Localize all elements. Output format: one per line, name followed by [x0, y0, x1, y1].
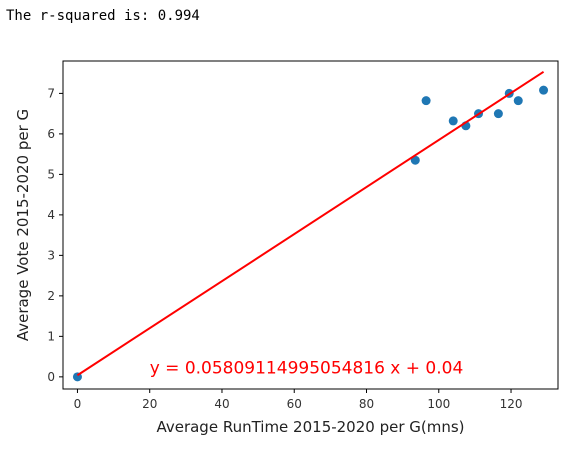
- rsquared-output: The r-squared is: 0.994: [6, 8, 200, 24]
- plot-frame: [62, 60, 559, 390]
- data-point: [410, 155, 420, 165]
- y-axis-label: Average Vote 2015-2020 per G: [14, 109, 32, 341]
- y-tick-label: 4: [47, 208, 55, 222]
- x-tick-label: 40: [214, 397, 229, 411]
- y-tick-label: 5: [47, 167, 55, 181]
- data-point: [539, 85, 549, 95]
- y-tick-label: 1: [47, 329, 55, 343]
- x-axis-label: Average RunTime 2015-2020 per G(mns): [156, 418, 464, 436]
- x-tick-label: 60: [287, 397, 302, 411]
- x-tick-label: 80: [359, 397, 374, 411]
- regression-equation: y = 0.05809114995054816 x + 0.04: [150, 359, 464, 379]
- x-tick-label: 120: [500, 397, 523, 411]
- y-tick-label: 0: [47, 370, 55, 384]
- data-point: [448, 116, 458, 126]
- y-tick-label: 6: [47, 127, 55, 141]
- x-tick-label: 20: [142, 397, 157, 411]
- x-tick-label: 100: [427, 397, 450, 411]
- regression-line: [76, 70, 545, 377]
- y-tick-label: 7: [47, 86, 55, 100]
- y-tick-label: 2: [47, 289, 55, 303]
- data-point: [513, 96, 523, 106]
- data-point: [493, 109, 503, 119]
- x-tick-label: 0: [74, 397, 82, 411]
- y-tick-label: 3: [47, 248, 55, 262]
- data-point: [421, 96, 431, 106]
